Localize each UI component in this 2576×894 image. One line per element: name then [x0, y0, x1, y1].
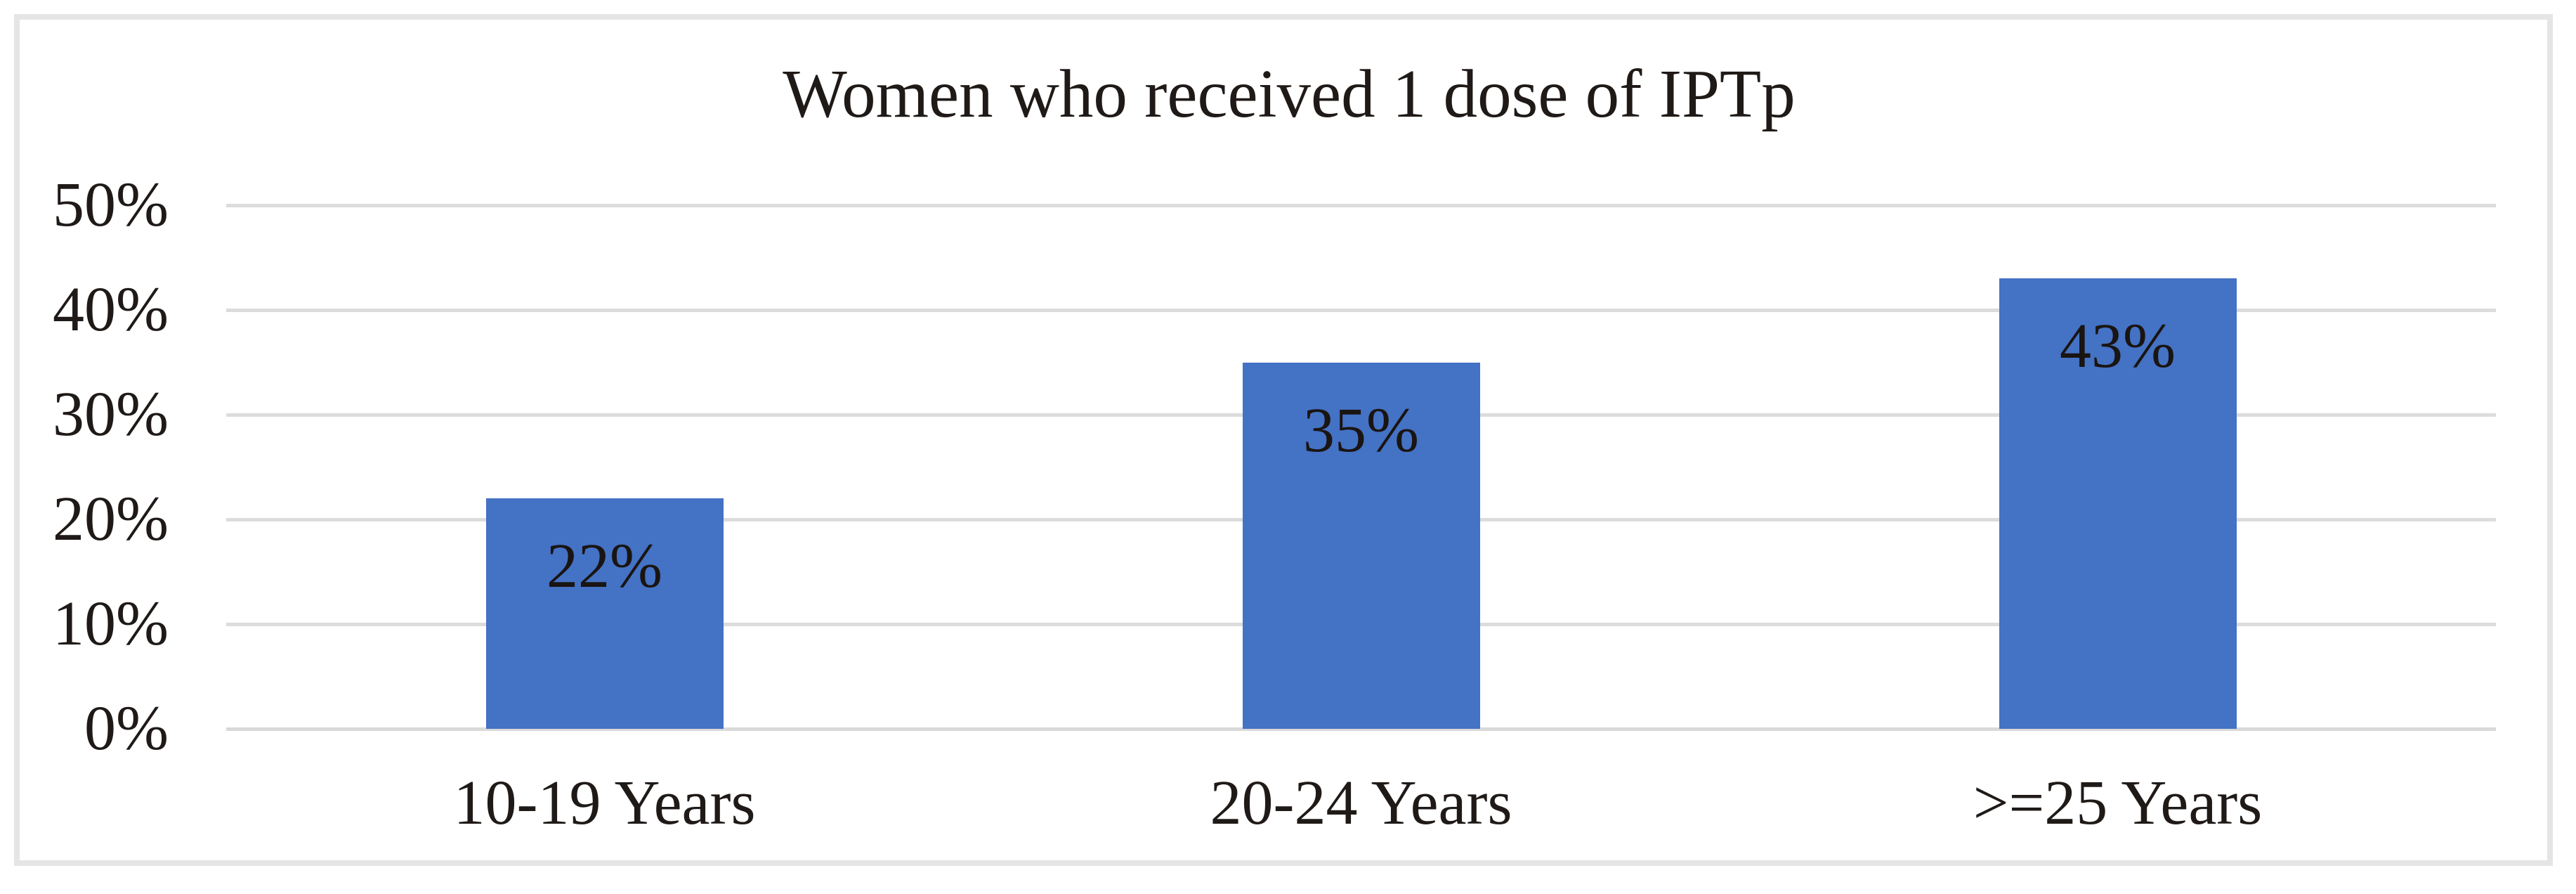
y-axis-tick-label: 30% [53, 380, 169, 449]
x-axis-line [226, 727, 2496, 731]
chart-title: Women who received 1 dose of IPTp [783, 56, 1796, 131]
x-axis-category-label: 20-24 Years [1210, 768, 1512, 838]
y-axis-tick-label: 40% [53, 275, 169, 344]
bar [1999, 278, 2237, 729]
bar-data-label: 22% [547, 531, 662, 602]
bar [485, 498, 724, 729]
bar-data-label: 43% [2060, 311, 2176, 382]
y-axis-tick-label: 50% [53, 170, 169, 240]
y-axis-tick-label: 20% [53, 484, 169, 554]
y-axis-tick-label: 10% [53, 589, 169, 659]
gridline [226, 309, 2496, 312]
x-axis-category-label: >=25 Years [1973, 768, 2263, 838]
gridline [226, 204, 2496, 207]
bar [1242, 362, 1480, 729]
x-axis-category-label: 10-19 Years [453, 768, 756, 838]
y-axis-tick-label: 0% [84, 694, 169, 763]
bar-data-label: 35% [1303, 395, 1419, 465]
